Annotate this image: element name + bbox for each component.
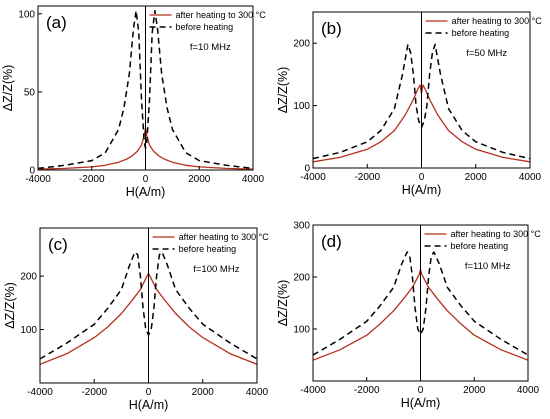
y-tick-label: 200 (20, 272, 37, 283)
x-axis-label: H(A/m) (401, 396, 441, 410)
x-tick-label: -2000 (354, 172, 380, 183)
panel-label: (b) (321, 19, 342, 38)
x-axis-label: H(A/m) (126, 185, 166, 199)
x-tick-label: -4000 (300, 385, 326, 396)
x-tick-label: 2000 (463, 385, 486, 396)
x-tick-label: -4000 (300, 172, 326, 183)
x-tick-label: 0 (418, 385, 424, 396)
y-tick-label: 200 (293, 273, 310, 284)
legend-label: after heating to 300 °C (176, 10, 267, 20)
panel-c: -4000 -2000 0 2000 4000 100 200 H(A/m) ΔZ/Z(%) (c… (3, 227, 270, 412)
x-tick-label: -4000 (27, 387, 53, 398)
y-tick-label: 200 (293, 39, 310, 50)
y-tick-label: 50 (24, 87, 36, 98)
frequency-label: f=100 MHz (193, 264, 239, 275)
legend-label: after heating to 300 °C (179, 232, 270, 242)
panel-label: (a) (46, 13, 67, 32)
x-tick-label: 2000 (192, 387, 215, 398)
x-axis-label: H(A/m) (129, 398, 169, 412)
y-tick-label: 100 (20, 325, 37, 336)
legend-label: after heating to 300 °C (451, 229, 542, 239)
panel-a: -4000 -2000 0 2000 4000 0 50 100 H(A/m) ΔZ/Z(%) (a… (1, 5, 267, 199)
frequency-label: f=110 MHz (465, 261, 511, 272)
legend-label: before heating (179, 244, 237, 254)
frequency-label: f=10 MHz (190, 42, 231, 53)
y-tick-label: 300 (293, 221, 310, 232)
legend-label: before heating (451, 241, 509, 251)
x-tick-label: 0 (143, 174, 149, 185)
y-axis-label: ΔZ/Z(%) (276, 67, 290, 114)
panel-label: (d) (321, 232, 342, 251)
y-tick-label: 0 (29, 166, 35, 177)
frequency-label: f=50 MHz (466, 48, 507, 59)
x-axis-label: H(A/m) (402, 183, 442, 197)
y-tick-label: 0 (304, 164, 310, 175)
y-axis-label: ΔZ/Z(%) (276, 280, 290, 327)
x-tick-label: 0 (146, 387, 152, 398)
y-tick-label: 100 (18, 9, 35, 20)
x-tick-label: 4000 (242, 174, 265, 185)
x-tick-label: 4000 (517, 385, 540, 396)
x-tick-label: -2000 (81, 387, 107, 398)
x-tick-label: -2000 (79, 174, 105, 185)
y-axis-label: ΔZ/Z(%) (3, 282, 17, 329)
x-tick-label: 2000 (465, 172, 488, 183)
x-tick-label: 4000 (246, 387, 269, 398)
x-tick-label: -4000 (25, 174, 51, 185)
legend-label: before heating (452, 28, 510, 38)
x-tick-label: 0 (419, 172, 425, 183)
legend-label: before heating (176, 22, 234, 32)
y-tick-label: 100 (293, 325, 310, 336)
panel-label: (c) (48, 235, 68, 254)
legend-label: after heating to 300 °C (452, 16, 543, 26)
y-axis-label: ΔZ/Z(%) (1, 65, 15, 112)
x-tick-label: 4000 (519, 172, 542, 183)
panel-d: -4000 -2000 0 2000 4000 100 200 300 H(A/m) ΔZ/Z(%… (276, 221, 541, 411)
x-tick-label: -2000 (354, 385, 380, 396)
y-tick-label: 100 (293, 101, 310, 112)
x-tick-label: 2000 (188, 174, 211, 185)
panel-b: -4000 -2000 0 2000 4000 0 100 200 H(A/m) ΔZ/Z(%) (… (276, 11, 543, 197)
